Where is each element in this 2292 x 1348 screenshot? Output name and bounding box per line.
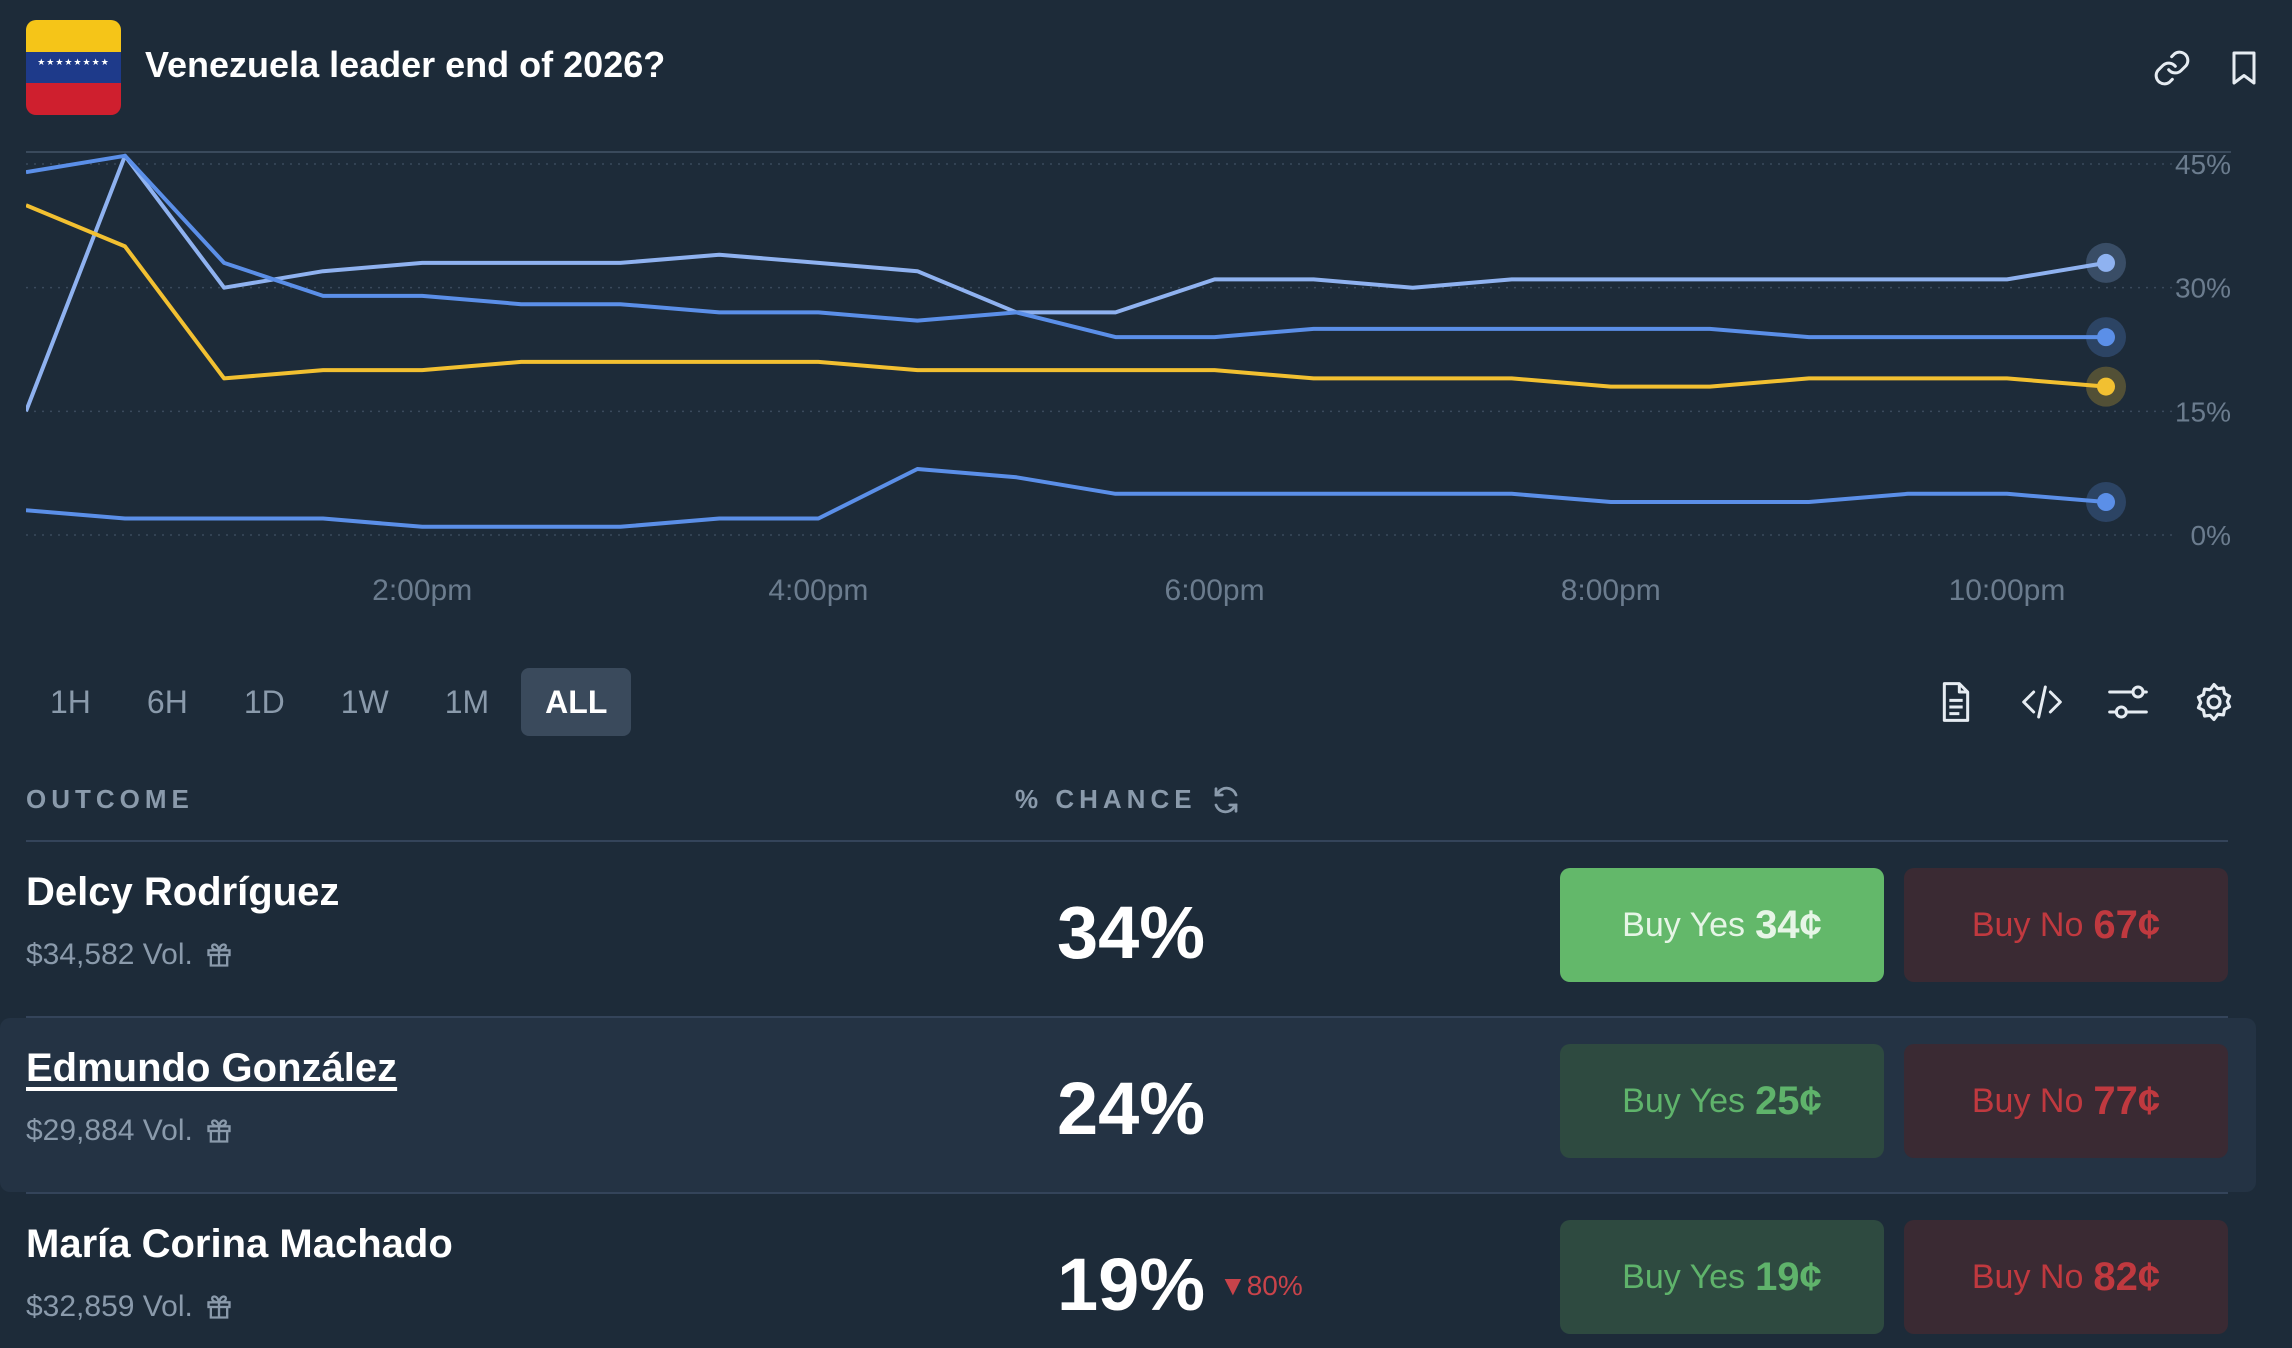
buy-yes-label: Buy Yes — [1622, 1257, 1746, 1296]
gift-icon[interactable] — [205, 1293, 233, 1321]
outcome-row[interactable]: Edmundo González $29,884 Vol. 24% Buy Ye… — [0, 1018, 2256, 1192]
buy-yes-label: Buy Yes — [1622, 905, 1746, 944]
document-icon[interactable] — [1934, 674, 1978, 730]
settings-icon[interactable] — [2192, 674, 2236, 730]
table-divider — [26, 840, 2228, 842]
time-range-selector: 1H 6H 1D 1W 1M ALL — [26, 668, 632, 736]
row-divider — [26, 1192, 2228, 1194]
chance-header-label: % CHANCE — [1015, 784, 1197, 814]
series-end-point[interactable] — [2097, 253, 2115, 272]
buy-yes-price: 25¢ — [1755, 1078, 1822, 1123]
range-button-1m[interactable]: 1M — [444, 683, 490, 720]
chance-change-indicator: ▼80% — [1219, 1270, 1303, 1301]
series-end-point[interactable] — [2097, 493, 2115, 512]
buy-no-button[interactable]: Buy No 77¢ — [1904, 1044, 2228, 1158]
buy-yes-button[interactable]: Buy Yes 25¢ — [1560, 1044, 1884, 1158]
outcome-column-header: OUTCOME — [26, 784, 194, 814]
buy-yes-label: Buy Yes — [1622, 1081, 1746, 1120]
gift-icon[interactable] — [205, 941, 233, 969]
embed-code-icon[interactable] — [2020, 674, 2064, 730]
buy-no-label: Buy No — [1971, 1257, 2084, 1296]
series-end-point[interactable] — [2097, 328, 2115, 347]
outcome-chance: 34% — [1057, 891, 1206, 974]
outcome-volume: $29,884 Vol. — [26, 1114, 233, 1148]
outcome-name[interactable]: María Corina Machado — [26, 1222, 453, 1266]
series-line — [26, 467, 2107, 529]
refresh-icon[interactable] — [1211, 785, 1241, 815]
row-divider — [26, 1016, 2228, 1018]
range-button-1h[interactable]: 1H — [50, 683, 91, 720]
y-tick-label: 45% — [2175, 150, 2231, 180]
sliders-icon[interactable] — [2106, 674, 2150, 730]
buy-yes-button[interactable]: Buy Yes 19¢ — [1560, 1220, 1884, 1334]
chart-canvas: 45% 30% 15% 0% 2:00pm 4:00pm 6:00pm 8:00pm 10:00… — [26, 150, 2231, 607]
x-tick-label: 10:00pm — [1949, 574, 2066, 607]
x-tick-label: 6:00pm — [1165, 574, 1265, 607]
buy-yes-price: 34¢ — [1755, 902, 1822, 947]
outcome-chance: 24% — [1057, 1067, 1206, 1150]
x-tick-label: 8:00pm — [1561, 574, 1661, 607]
y-tick-label: 15% — [2175, 396, 2231, 427]
volume-text: $34,582 Vol. — [26, 938, 193, 971]
market-header: ★★★★★★★★ Venezuela leader end of 2026? — [26, 20, 2266, 120]
venezuela-flag-icon: ★★★★★★★★ — [26, 20, 121, 115]
range-button-6h[interactable]: 6H — [146, 683, 188, 720]
gift-icon[interactable] — [205, 1117, 233, 1145]
outcome-volume: $34,582 Vol. — [26, 938, 233, 972]
x-tick-label: 4:00pm — [768, 574, 868, 607]
outcome-row[interactable]: Delcy Rodríguez $34,582 Vol. 34% Buy Yes… — [0, 842, 2256, 1016]
buy-no-button[interactable]: Buy No 67¢ — [1904, 868, 2228, 982]
buy-yes-price: 19¢ — [1755, 1254, 1822, 1299]
outcome-chance: 19% — [1057, 1243, 1206, 1326]
buy-no-button[interactable]: Buy No 82¢ — [1904, 1220, 2228, 1334]
series-line — [26, 153, 2107, 413]
outcome-volume: $32,859 Vol. — [26, 1290, 233, 1324]
outcome-name[interactable]: Edmundo González — [26, 1046, 398, 1090]
y-tick-label: 0% — [2191, 520, 2231, 551]
buy-no-price: 77¢ — [2093, 1078, 2161, 1123]
range-button-all[interactable]: ALL — [521, 668, 632, 736]
chart-tools — [1934, 674, 2236, 730]
series-line — [26, 153, 2106, 340]
buy-no-label: Buy No — [1971, 1081, 2084, 1120]
range-button-1w[interactable]: 1W — [340, 683, 389, 720]
price-history-chart: 45% 30% 15% 0% 2:00pm 4:00pm 6:00pm 8:00pm 10:00… — [26, 150, 2231, 620]
buy-no-price: 82¢ — [2093, 1254, 2161, 1299]
buy-yes-button[interactable]: Buy Yes 34¢ — [1560, 868, 1884, 982]
buy-no-price: 67¢ — [2093, 902, 2161, 947]
buy-no-label: Buy No — [1971, 905, 2084, 944]
series-end-point[interactable] — [2097, 377, 2115, 396]
market-title: Venezuela leader end of 2026? — [145, 44, 666, 85]
volume-text: $32,859 Vol. — [26, 1290, 193, 1323]
chance-column-header: % CHANCE — [1015, 784, 1241, 815]
series-line — [26, 203, 2107, 389]
x-tick-label: 2:00pm — [372, 574, 472, 607]
link-icon[interactable] — [2150, 46, 2194, 90]
range-button-1d[interactable]: 1D — [243, 683, 285, 720]
outcome-row[interactable]: María Corina Machado $32,859 Vol. 19% ▼8… — [0, 1194, 2256, 1348]
y-tick-label: 30% — [2175, 273, 2231, 304]
bookmark-icon[interactable] — [2222, 46, 2266, 90]
volume-text: $29,884 Vol. — [26, 1114, 193, 1147]
outcome-name[interactable]: Delcy Rodríguez — [26, 870, 340, 914]
